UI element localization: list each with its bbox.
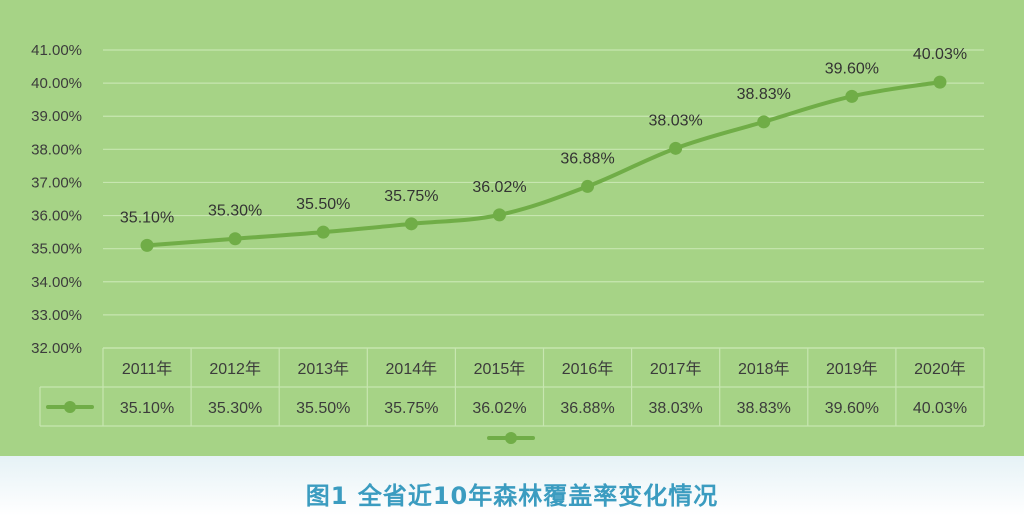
data-labels: 35.10% 35.30% 35.50% 35.75% 36.02% 36.88% 38.0…	[120, 46, 967, 226]
data-label: 35.30%	[208, 203, 262, 220]
chart-panel: 32.00% 33.00% 34.00% 35.00% 36.00% 37.00% 38.0…	[0, 0, 1024, 456]
y-tick-label: 35.00%	[31, 241, 82, 258]
series-line-path	[145, 80, 942, 248]
x-category-label: 2018年	[738, 360, 790, 378]
data-table: 2011年 35.10% 2012年 35.30% 2013年 35.50% 2014年 35…	[39, 347, 985, 427]
data-label: 40.03%	[913, 46, 967, 63]
y-tick-label: 38.00%	[31, 141, 82, 158]
y-tick-label: 39.00%	[31, 108, 82, 125]
data-label: 35.10%	[120, 209, 174, 226]
x-category-label: 2015年	[474, 360, 526, 378]
x-category-label: 2019年	[826, 360, 878, 378]
data-point	[933, 75, 947, 89]
table-legend-key-marker	[64, 401, 76, 413]
series-points	[140, 75, 947, 252]
x-category-label: 2012年	[209, 360, 261, 378]
y-tick-label: 37.00%	[31, 174, 82, 191]
y-tick-label: 32.00%	[31, 340, 82, 357]
data-point	[404, 217, 418, 231]
table-value-cell: 40.03%	[913, 400, 967, 417]
data-point	[492, 208, 506, 222]
x-category-label: 2011年	[122, 360, 172, 378]
data-label: 39.60%	[825, 60, 879, 77]
data-point	[669, 141, 683, 155]
data-label: 38.83%	[737, 86, 791, 103]
data-label: 38.03%	[649, 112, 703, 129]
legend	[487, 432, 535, 444]
x-category-label: 2016年	[562, 360, 614, 378]
y-axis-ticks: 32.00% 33.00% 34.00% 35.00% 36.00% 37.00% 38.0…	[31, 42, 82, 357]
legend-key-marker	[505, 432, 517, 444]
table-value-cell: 36.02%	[472, 400, 526, 417]
table-value-cell: 39.60%	[825, 400, 879, 417]
data-label: 35.75%	[384, 188, 438, 205]
table-value-cell: 38.83%	[737, 400, 791, 417]
grid-lines	[103, 49, 984, 349]
x-category-label: 2017年	[650, 360, 702, 378]
table-value-cell: 35.50%	[296, 400, 350, 417]
table-value-cell: 36.88%	[560, 400, 614, 417]
x-category-label: 2014年	[386, 360, 438, 378]
forest-coverage-line-chart: 32.00% 33.00% 34.00% 35.00% 36.00% 37.00% 38.0…	[31, 42, 985, 444]
y-tick-label: 41.00%	[31, 42, 82, 59]
caption-band	[0, 456, 1024, 516]
x-category-label: 2020年	[914, 360, 966, 378]
table-value-cell: 35.30%	[208, 400, 262, 417]
data-label: 36.88%	[560, 150, 614, 167]
data-point	[316, 225, 330, 239]
y-tick-label: 40.00%	[31, 75, 82, 92]
data-point	[581, 179, 595, 193]
table-value-cell: 38.03%	[649, 400, 703, 417]
data-label: 35.50%	[296, 196, 350, 213]
series-line	[145, 80, 942, 248]
data-point	[140, 238, 154, 252]
y-tick-label: 36.00%	[31, 208, 82, 225]
data-label: 36.02%	[472, 179, 526, 196]
y-tick-label: 34.00%	[31, 274, 82, 291]
x-category-label: 2013年	[297, 360, 349, 378]
data-point	[757, 115, 771, 129]
table-value-cell: 35.10%	[120, 400, 174, 417]
data-point	[845, 89, 859, 103]
table-value-cell: 35.75%	[384, 400, 438, 417]
figure-caption: 图1 全省近10年森林覆盖率变化情况	[305, 482, 719, 510]
y-tick-label: 33.00%	[31, 307, 82, 324]
data-point	[228, 232, 242, 246]
